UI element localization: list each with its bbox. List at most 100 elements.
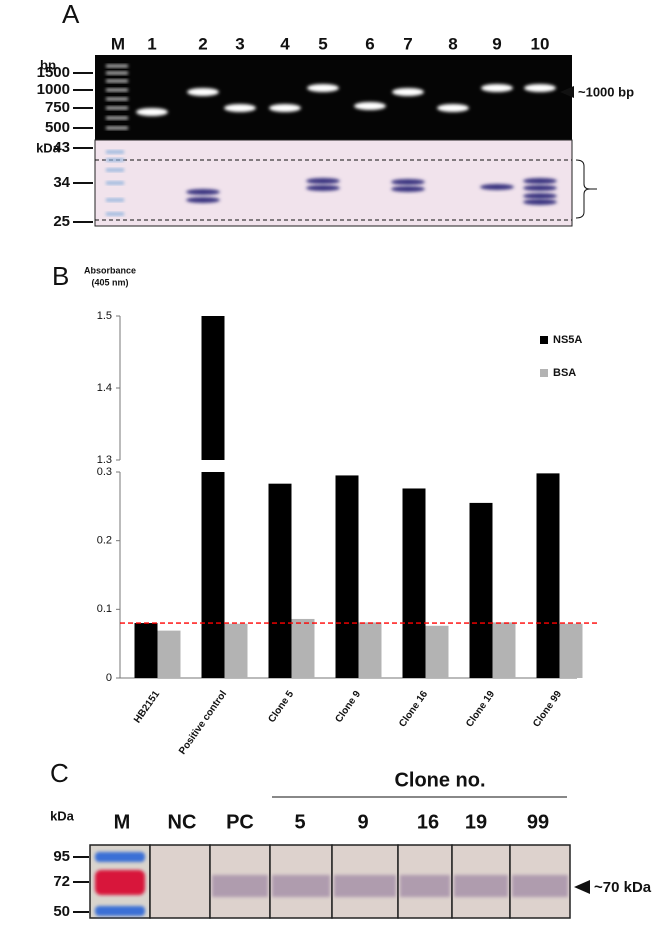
bar bbox=[201, 316, 225, 460]
bar bbox=[224, 623, 248, 678]
dna-band bbox=[392, 88, 424, 96]
lane-label: 5 bbox=[294, 811, 305, 833]
agarose-gel bbox=[95, 55, 572, 140]
ladder-band bbox=[106, 150, 124, 154]
protein-band bbox=[523, 193, 557, 199]
ladder-band bbox=[106, 116, 128, 120]
protein-band bbox=[186, 197, 220, 203]
dna-band bbox=[224, 104, 256, 112]
bar bbox=[157, 630, 181, 678]
legend-swatch bbox=[540, 369, 548, 377]
lane-label: 6 bbox=[365, 34, 374, 53]
ladder-band bbox=[106, 88, 128, 92]
panel-label: A bbox=[62, 0, 80, 29]
y-tick-label: 0.3 bbox=[97, 466, 112, 478]
tick-label: 34 bbox=[53, 174, 70, 191]
x-tick-label: Positive control bbox=[177, 689, 229, 757]
band bbox=[272, 875, 330, 897]
ladder-band bbox=[106, 158, 124, 162]
y-tick-label: 0.1 bbox=[97, 603, 112, 615]
kda-ticks: 95 72 50 bbox=[53, 848, 89, 920]
protein-band bbox=[186, 189, 220, 195]
lane-label: 5 bbox=[318, 34, 327, 53]
band bbox=[454, 875, 508, 897]
lane-label: 7 bbox=[403, 34, 412, 53]
protein-band bbox=[523, 178, 557, 184]
strip bbox=[149, 844, 211, 919]
bar bbox=[201, 472, 225, 678]
panel-label: C bbox=[50, 758, 69, 788]
bar-chart: 0 0.1 0.2 0.31.3 1.4 1.5 HB2151 Positive contro… bbox=[97, 310, 598, 757]
protein-band bbox=[391, 186, 425, 192]
bracket bbox=[575, 159, 597, 219]
axis-label: (405 nm) bbox=[91, 277, 128, 287]
protein-band bbox=[306, 178, 340, 184]
unit-label: bp bbox=[40, 57, 56, 72]
x-tick-label: Clone 16 bbox=[397, 689, 430, 730]
y-tick-label: 1.3 bbox=[97, 454, 112, 466]
lane-label: M bbox=[111, 34, 125, 53]
bar bbox=[134, 623, 158, 678]
lane-label: PC bbox=[226, 811, 254, 833]
bar bbox=[469, 502, 493, 678]
x-tick-label: HB2151 bbox=[132, 689, 162, 726]
band bbox=[334, 875, 396, 897]
dna-band bbox=[269, 104, 301, 112]
annotation: ~70 kDa bbox=[594, 879, 652, 896]
lane-label: 9 bbox=[492, 34, 501, 53]
lane-label: 19 bbox=[465, 811, 487, 833]
tick-label: 1000 bbox=[37, 81, 70, 98]
ladder-band bbox=[106, 168, 124, 172]
legend-swatch bbox=[540, 336, 548, 344]
dna-band bbox=[354, 102, 386, 110]
axis-label: Absorbance bbox=[84, 265, 136, 275]
bar bbox=[536, 473, 560, 678]
tick-label: 95 bbox=[53, 848, 70, 865]
unit-label: kDa bbox=[50, 808, 75, 823]
group-label: Clone no. bbox=[394, 769, 485, 791]
ladder-band bbox=[106, 126, 128, 130]
y-tick-label: 0 bbox=[106, 672, 112, 684]
dna-band bbox=[187, 88, 219, 96]
tick-label: 43 bbox=[53, 139, 70, 156]
protein-band bbox=[391, 179, 425, 185]
lane-labels: M 1 2 3 4 5 6 7 8 9 10 bbox=[111, 34, 550, 53]
legend-label: BSA bbox=[553, 367, 576, 379]
lane-label: 2 bbox=[198, 34, 207, 53]
protein-band bbox=[480, 184, 514, 190]
band bbox=[212, 875, 268, 897]
ladder-band bbox=[106, 181, 124, 185]
protein-band bbox=[523, 199, 557, 205]
dna-band bbox=[307, 84, 339, 92]
lane-label: 1 bbox=[147, 34, 156, 53]
ladder-band bbox=[106, 198, 124, 202]
lane-label: 10 bbox=[531, 34, 550, 53]
y-tick-label: 1.5 bbox=[97, 310, 112, 322]
arrow bbox=[574, 880, 590, 894]
arrow bbox=[560, 86, 574, 98]
membrane-strips bbox=[89, 844, 571, 919]
x-tick-label: Clone 99 bbox=[531, 689, 564, 730]
panel-label: B bbox=[52, 261, 69, 291]
ladder-band bbox=[106, 79, 128, 83]
bar bbox=[335, 475, 359, 678]
x-tick-label: Clone 5 bbox=[266, 689, 296, 725]
y-tick-label: 1.4 bbox=[97, 382, 112, 394]
dna-band bbox=[437, 104, 469, 112]
bar bbox=[402, 488, 426, 678]
gel-bands bbox=[106, 64, 557, 216]
lane-label: 8 bbox=[448, 34, 457, 53]
tick-label: 1500 bbox=[37, 64, 70, 81]
ladder-band bbox=[106, 64, 128, 68]
bar bbox=[425, 625, 449, 678]
tick-label: 750 bbox=[45, 99, 70, 116]
band bbox=[512, 875, 568, 897]
tick-label: 72 bbox=[53, 873, 70, 890]
lane-label: M bbox=[114, 811, 131, 833]
unit-label: kDa bbox=[36, 140, 61, 155]
dna-band bbox=[524, 84, 556, 92]
legend-label: NS5A bbox=[553, 334, 582, 346]
bar bbox=[559, 623, 583, 678]
